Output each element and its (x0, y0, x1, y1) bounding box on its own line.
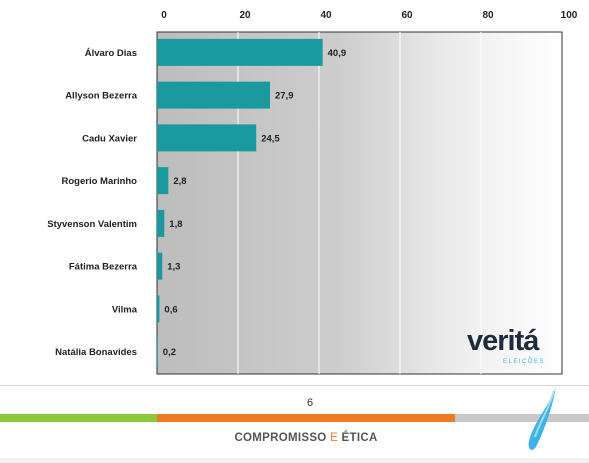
category-label: Álvaro Dias (85, 48, 137, 59)
page-number: 6 (306, 397, 314, 409)
value-label: 1,3 (167, 262, 180, 273)
slogan-left: COMPROMISSO (234, 432, 327, 444)
category-label: Vilma (112, 304, 138, 315)
bar (157, 81, 270, 109)
bar (157, 295, 160, 323)
verita-subtitle: ELEIÇÕES (503, 358, 545, 365)
x-tick-label: 60 (401, 10, 413, 21)
value-label: 2,8 (173, 176, 186, 187)
category-label: Fátima Bezerra (69, 262, 138, 273)
bottom-band (0, 458, 589, 463)
stripe-gray (455, 414, 589, 422)
slogan-right: ÉTICA (341, 432, 378, 444)
value-label: 24,5 (261, 133, 280, 144)
bars: 40,9 27,9 24,5 2,8 1,8 1,3 0,6 0,2 (157, 38, 347, 366)
category-label: Cadu Xavier (82, 133, 137, 144)
slogan: COMPROMISSO E ÉTICA (0, 432, 589, 444)
verita-wordmark: veritá (467, 325, 540, 357)
drop-icon (528, 387, 556, 450)
bar (157, 338, 158, 366)
bar (157, 38, 323, 66)
x-tick-label: 40 (320, 10, 332, 21)
stripe-green (0, 414, 157, 422)
x-tick-label: 100 (561, 10, 578, 21)
value-label: 27,9 (275, 91, 294, 102)
x-tick-label: 80 (482, 10, 494, 21)
category-label: Styvenson Valentim (47, 219, 137, 230)
value-label: 0,6 (164, 304, 177, 315)
bar (157, 252, 163, 280)
bar (157, 124, 257, 152)
verita-logo: veritá ELEIÇÕES (467, 325, 545, 365)
bar-chart: 0 20 40 60 80 100 40,9 27,9 24,5 2,8 1,8 1,3 0,6 0,2… (47, 10, 578, 375)
x-tick-label: 20 (239, 10, 251, 21)
value-label: 0,2 (163, 347, 176, 358)
bar (157, 167, 169, 195)
category-label: Allyson Bezerra (65, 91, 138, 102)
category-label: Natália Bonavides (55, 347, 137, 358)
value-label: 1,8 (169, 219, 182, 230)
x-tick-label: 0 (161, 10, 167, 21)
value-label: 40,9 (328, 48, 347, 59)
category-label: Rogerio Marinho (62, 176, 138, 187)
bar (157, 209, 165, 237)
x-axis-ticks: 0 20 40 60 80 100 (161, 10, 578, 21)
footer-divider (0, 385, 589, 386)
slogan-joiner: E (330, 432, 339, 444)
stripe-orange (157, 414, 455, 422)
category-labels: Álvaro Dias Allyson Bezerra Cadu Xavier Rog… (47, 48, 137, 358)
